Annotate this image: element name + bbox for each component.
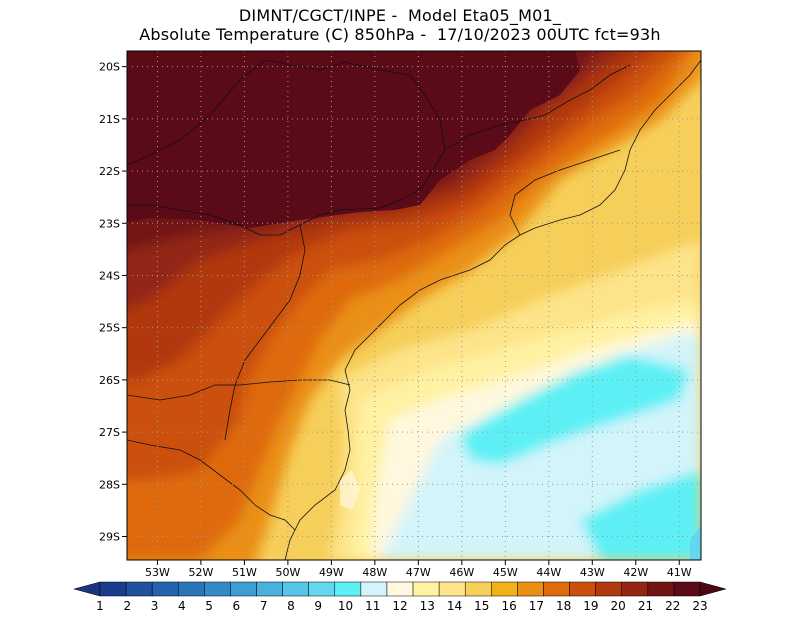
colorbar-swatch [256, 581, 283, 597]
lon-tick-label: 42W [623, 566, 648, 579]
colorbar-label: 13 [420, 599, 435, 613]
lon-tick-label: 41W [667, 566, 692, 579]
lon-axis: 53W 52W 51W 50W 49W 48W 47W 46W 45W 44W 43W 42W 41W [145, 560, 692, 579]
colorbar-label: 19 [583, 599, 598, 613]
lon-tick-label: 53W [145, 566, 170, 579]
colorbar-label: 14 [447, 599, 462, 613]
colorbar-label: 17 [529, 599, 544, 613]
colorbar-swatch [517, 581, 544, 597]
state-border-sc [127, 379, 351, 401]
colorbar-swatch [178, 581, 205, 597]
colorbar-swatch [595, 581, 622, 597]
lat-tick-label: 26S [99, 374, 120, 387]
colorbar-label: 12 [392, 599, 407, 613]
colorbar-swatch [386, 581, 414, 597]
colorbar-swatch [438, 581, 466, 597]
colorbar-swatch [230, 581, 257, 597]
patch-12 [340, 470, 360, 510]
colorbar-label: 6 [233, 599, 241, 613]
colorbar-swatch [151, 581, 179, 597]
colorbar-label: 2 [123, 599, 131, 613]
colorbar-swatch [334, 581, 362, 597]
lat-tick-label: 21S [99, 113, 120, 126]
colorbar: 1 2 3 4 5 6 7 8 9 10 11 12 13 14 15 16 17 18 19 20 21 22 23 [73, 581, 727, 613]
lon-tick-label: 47W [406, 566, 431, 579]
colorbar-label: 4 [178, 599, 186, 613]
colorbar-label: 18 [556, 599, 571, 613]
band-9 [690, 525, 701, 560]
band-10-upper [460, 355, 690, 465]
colorbar-swatch [464, 581, 492, 597]
lon-tick-label: 48W [362, 566, 387, 579]
colorbar-label: 3 [151, 599, 159, 613]
graticule [127, 51, 701, 560]
coastline [284, 59, 701, 560]
colorbar-swatch [569, 581, 596, 597]
colorbar-swatch [673, 581, 701, 597]
colorbar-label: 15 [474, 599, 489, 613]
colorbar-label: 20 [611, 599, 626, 613]
state-border-rs [127, 439, 296, 531]
coastlines-borders [127, 59, 701, 560]
colorbar-swatch [125, 581, 153, 597]
colorbar-right-arrow [699, 581, 727, 597]
colorbar-label: 7 [260, 599, 268, 613]
lon-tick-label: 44W [536, 566, 561, 579]
band-10-lower [580, 470, 701, 560]
lat-tick-label: 22S [99, 165, 120, 178]
lon-tick-label: 46W [449, 566, 474, 579]
colorbar-label: 11 [365, 599, 380, 613]
lat-tick-label: 24S [99, 269, 120, 282]
colorbar-swatch [491, 581, 518, 597]
state-border-sp [127, 59, 446, 236]
colorbar-label: 8 [287, 599, 295, 613]
band-23 [127, 51, 580, 228]
colorbar-swatch [543, 581, 570, 597]
colorbar-left-arrow [73, 581, 101, 597]
chart-title-line1: DIMNT/CGCT/INPE - Model Eta05_M01_ [238, 6, 562, 25]
lat-axis: 20S 21S 22S 23S 24S 25S 26S 27S 28S 29S [99, 61, 127, 544]
colorbar-label: 9 [314, 599, 322, 613]
lon-tick-label: 45W [493, 566, 518, 579]
lon-tick-label: 43W [580, 566, 605, 579]
colorbar-swatch [282, 581, 309, 597]
colorbar-label: 16 [501, 599, 516, 613]
state-border-pr [224, 224, 306, 441]
lat-tick-label: 20S [99, 61, 120, 74]
colorbar-label: 1 [96, 599, 104, 613]
lat-tick-label: 25S [99, 322, 120, 335]
colorbar-swatch [621, 581, 649, 597]
colorbar-swatch [99, 581, 127, 597]
colorbar-swatch [412, 581, 440, 597]
colorbar-swatch [204, 581, 231, 597]
lat-tick-label: 23S [99, 217, 120, 230]
state-border-rj [509, 149, 621, 236]
colorbar-label: 22 [665, 599, 680, 613]
colorbar-swatch [360, 581, 388, 597]
lat-tick-label: 29S [99, 531, 120, 544]
colorbar-label: 10 [338, 599, 353, 613]
colorbar-label: 5 [205, 599, 213, 613]
lon-tick-label: 50W [275, 566, 300, 579]
lon-tick-label: 52W [188, 566, 213, 579]
colorbar-label: 21 [638, 599, 653, 613]
colorbar-label: 23 [692, 599, 707, 613]
chart-title-line2: Absolute Temperature (C) 850hPa - 17/10/… [139, 25, 661, 44]
colorbar-swatch [308, 581, 336, 597]
lon-tick-label: 51W [232, 566, 257, 579]
state-border-mg-rj [444, 64, 631, 151]
colorbar-swatch [647, 581, 675, 597]
lat-tick-label: 28S [99, 478, 120, 491]
temperature-field [127, 51, 701, 560]
lat-tick-label: 27S [99, 426, 120, 439]
map-frame [126, 50, 702, 561]
lon-tick-label: 49W [319, 566, 344, 579]
